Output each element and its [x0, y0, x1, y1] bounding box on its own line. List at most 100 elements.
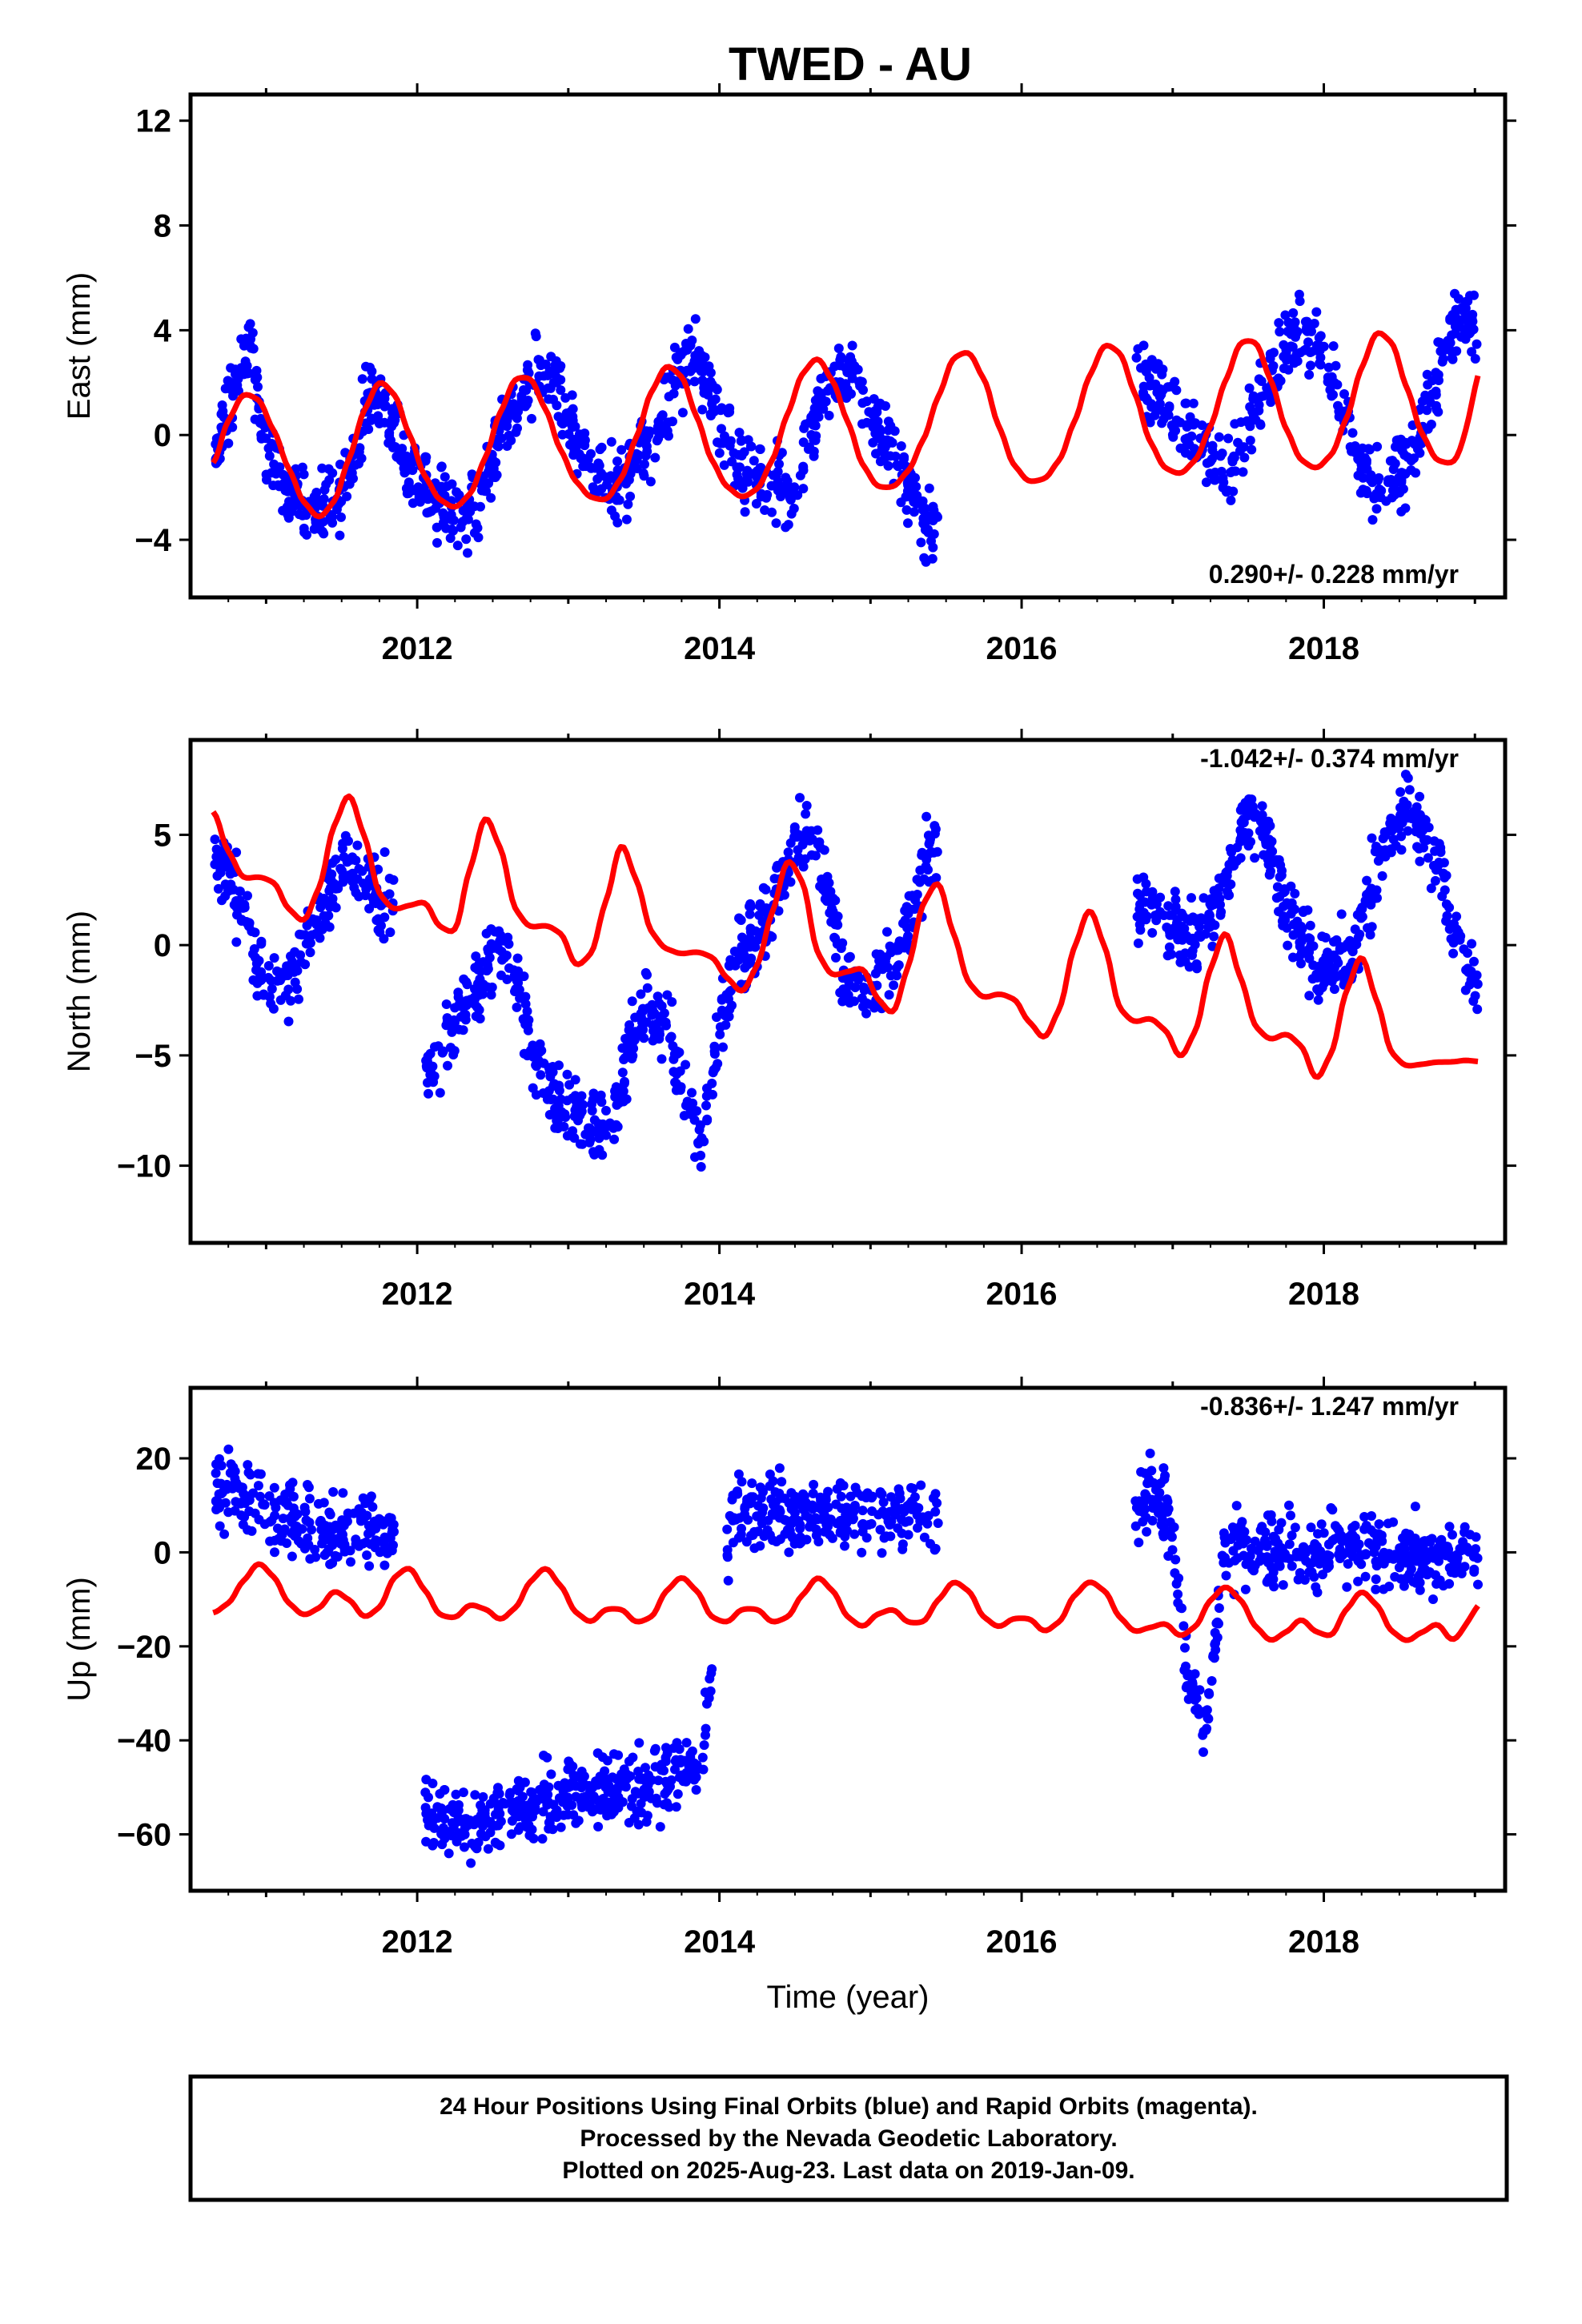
data-point — [1134, 1538, 1144, 1548]
data-point — [320, 1532, 331, 1542]
data-point — [1408, 806, 1419, 817]
data-point — [504, 963, 514, 973]
data-point — [757, 1518, 767, 1529]
data-point — [831, 952, 841, 963]
data-point — [1136, 1467, 1146, 1477]
data-point — [1183, 1694, 1194, 1704]
data-point — [1192, 963, 1202, 974]
data-point — [895, 1494, 905, 1504]
data-point — [774, 1505, 785, 1515]
data-point — [729, 1513, 739, 1523]
data-point — [1180, 398, 1191, 408]
data-point — [275, 975, 285, 986]
data-point — [875, 398, 885, 408]
data-point — [881, 1531, 891, 1542]
data-point — [711, 384, 721, 393]
data-point — [480, 1808, 490, 1819]
data-point — [1433, 337, 1443, 348]
data-point — [735, 915, 745, 925]
data-point — [782, 1525, 793, 1535]
data-point — [355, 1516, 366, 1526]
data-point — [921, 557, 931, 567]
data-point — [819, 885, 829, 895]
data-point — [251, 375, 261, 385]
data-point — [611, 1082, 621, 1092]
data-point — [1469, 290, 1479, 300]
data-point — [1155, 1478, 1166, 1489]
data-point — [1411, 826, 1421, 837]
data-point — [540, 1793, 550, 1803]
data-point — [892, 460, 902, 470]
data-point — [1184, 962, 1195, 972]
data-point — [560, 1778, 570, 1788]
data-point — [785, 489, 795, 500]
data-point — [444, 1848, 454, 1859]
data-point — [1451, 1561, 1460, 1571]
data-point — [556, 385, 566, 396]
y-tick-label: −60 — [117, 1818, 171, 1853]
data-point — [219, 1529, 230, 1539]
data-point — [701, 1100, 711, 1111]
data-point — [689, 376, 700, 387]
data-point — [697, 376, 708, 386]
data-point — [1419, 1536, 1430, 1546]
data-point — [1215, 910, 1226, 920]
data-point — [1458, 306, 1468, 316]
data-point — [880, 962, 890, 972]
data-point — [903, 931, 913, 941]
data-point — [930, 821, 940, 831]
data-point — [668, 416, 677, 427]
data-point — [235, 887, 245, 896]
data-point — [230, 385, 239, 396]
data-point — [520, 1777, 530, 1787]
data-point — [861, 1008, 871, 1019]
data-point — [1360, 1571, 1371, 1582]
data-point — [1303, 905, 1313, 915]
data-point — [1263, 1575, 1273, 1586]
panel-frame — [188, 1385, 1508, 1893]
x-tick-label: 2018 — [1288, 631, 1359, 666]
data-point — [283, 984, 294, 995]
data-point — [1274, 907, 1283, 917]
data-point — [1170, 887, 1180, 897]
data-point — [554, 1060, 564, 1071]
data-point — [300, 1506, 311, 1517]
data-point — [1365, 930, 1375, 940]
data-point — [513, 978, 524, 988]
data-point — [625, 491, 636, 501]
data-point — [287, 1551, 297, 1562]
data-point — [1199, 915, 1209, 925]
data-point — [1145, 1448, 1155, 1458]
data-point — [1472, 970, 1482, 980]
data-point — [1313, 995, 1323, 1005]
data-point — [1165, 1517, 1175, 1527]
data-point — [1206, 917, 1216, 927]
data-point — [1410, 1549, 1420, 1559]
data-point — [655, 1029, 665, 1039]
data-point — [1246, 837, 1255, 847]
data-point — [490, 472, 500, 482]
data-point — [628, 1027, 639, 1038]
data-point — [627, 996, 637, 1007]
data-point — [227, 422, 238, 432]
y-axis-label: North (mm) — [62, 911, 97, 1072]
data-point — [771, 1537, 781, 1546]
data-point — [588, 1088, 599, 1099]
data-point — [567, 1778, 577, 1787]
x-axis-label: Time (year) — [767, 1980, 930, 2015]
data-point — [728, 1490, 738, 1501]
data-point — [1379, 1584, 1389, 1594]
data-point — [1371, 504, 1382, 514]
data-point — [447, 479, 457, 489]
data-point — [508, 403, 518, 413]
data-point — [783, 520, 793, 530]
data-point — [449, 1046, 460, 1056]
data-point — [1347, 428, 1358, 438]
data-point — [890, 451, 901, 461]
data-point — [1374, 1519, 1384, 1530]
data-point — [673, 1789, 683, 1799]
data-point — [717, 424, 726, 434]
data-point — [759, 1531, 769, 1542]
data-point — [250, 927, 260, 938]
data-point — [388, 1519, 399, 1530]
